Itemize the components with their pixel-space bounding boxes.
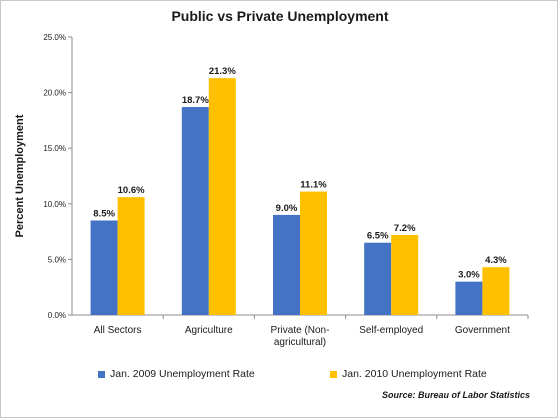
bar-2009 xyxy=(90,220,118,315)
y-tick-label: 10.0% xyxy=(43,200,66,209)
data-label: 6.5% xyxy=(367,231,389,242)
bar-2010 xyxy=(208,78,236,315)
bar-2010 xyxy=(391,234,419,315)
y-tick-label: 15.0% xyxy=(43,144,66,153)
bar-2009 xyxy=(455,281,483,315)
data-label: 8.5% xyxy=(93,208,115,219)
legend-swatch-2009 xyxy=(98,370,105,378)
y-tick-label: 5.0% xyxy=(48,255,66,264)
x-tick-label: agricultural) xyxy=(274,337,326,348)
data-label: 18.7% xyxy=(182,95,209,106)
bar-2009 xyxy=(273,214,300,315)
data-label: 9.0% xyxy=(276,203,298,214)
data-label: 7.2% xyxy=(394,223,416,234)
x-tick-label: Agriculture xyxy=(185,325,233,336)
bar-2009 xyxy=(181,107,209,315)
data-label: 10.6% xyxy=(118,185,145,196)
legend-label-2009: Jan. 2009 Unemployment Rate xyxy=(110,368,255,380)
data-label: 4.3% xyxy=(485,255,507,266)
y-axis-title: Percent Unemployment xyxy=(14,114,26,237)
legend-item-2010: Jan. 2010 Unemployment Rate xyxy=(330,367,487,381)
x-tick-label: Government xyxy=(455,325,510,336)
data-label: 21.3% xyxy=(209,66,236,77)
y-tick-label: 0.0% xyxy=(48,311,66,320)
chart-title: Public vs Private Unemployment xyxy=(171,8,389,24)
bar-2010 xyxy=(117,197,145,315)
data-label: 3.0% xyxy=(458,270,480,281)
legend-label-2010: Jan. 2010 Unemployment Rate xyxy=(342,368,487,380)
y-tick-label: 20.0% xyxy=(43,89,66,98)
x-tick-label: Self-employed xyxy=(359,325,423,336)
bar-2009 xyxy=(364,242,392,315)
x-tick-label: All Sectors xyxy=(94,325,142,336)
legend-swatch-2010 xyxy=(330,370,337,378)
x-tick-label: Private (Non- xyxy=(271,325,330,336)
bar-2010 xyxy=(482,267,510,315)
legend-item-2009: Jan. 2009 Unemployment Rate xyxy=(98,367,255,381)
data-label: 11.1% xyxy=(300,180,327,191)
source-note: Source: Bureau of Labor Statistics xyxy=(381,390,530,400)
y-tick-label: 25.0% xyxy=(43,33,66,42)
bar-2010 xyxy=(300,191,327,315)
